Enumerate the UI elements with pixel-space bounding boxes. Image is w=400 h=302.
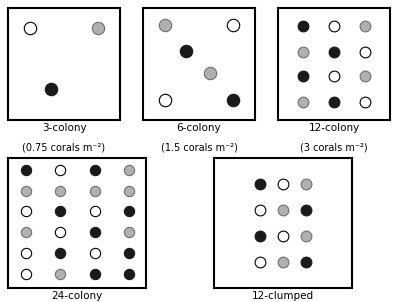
- Text: 24-colony: 24-colony: [51, 291, 103, 301]
- Point: [303, 233, 310, 238]
- Point: [229, 98, 236, 102]
- Point: [280, 260, 286, 265]
- Point: [23, 250, 29, 255]
- Point: [126, 230, 133, 235]
- Point: [280, 207, 286, 212]
- Point: [303, 260, 310, 265]
- Point: [331, 24, 337, 28]
- Point: [92, 271, 98, 276]
- Point: [92, 209, 98, 214]
- Point: [126, 167, 133, 172]
- Point: [362, 49, 368, 54]
- Point: [256, 233, 263, 238]
- Point: [47, 86, 54, 91]
- Point: [23, 209, 29, 214]
- Text: 12-colony: 12-colony: [308, 123, 360, 133]
- Point: [57, 167, 64, 172]
- Point: [23, 167, 29, 172]
- Text: 3-colony: 3-colony: [42, 123, 86, 133]
- Point: [229, 22, 236, 27]
- Point: [303, 182, 310, 186]
- Point: [23, 188, 29, 193]
- Point: [92, 250, 98, 255]
- Point: [280, 233, 286, 238]
- Point: [256, 207, 263, 212]
- Point: [57, 271, 64, 276]
- Text: (1.5 corals m⁻²): (1.5 corals m⁻²): [160, 143, 238, 153]
- Point: [57, 230, 64, 235]
- Point: [92, 167, 98, 172]
- Point: [27, 26, 34, 31]
- Point: [300, 49, 306, 54]
- Point: [331, 74, 337, 79]
- Point: [92, 230, 98, 235]
- Point: [280, 182, 286, 186]
- Point: [126, 271, 133, 276]
- Point: [256, 182, 263, 186]
- Point: [300, 24, 306, 28]
- Point: [207, 71, 214, 76]
- Text: (0.75 corals m⁻²): (0.75 corals m⁻²): [22, 143, 106, 153]
- Point: [92, 188, 98, 193]
- Text: 6-colony: 6-colony: [177, 123, 221, 133]
- Point: [126, 250, 133, 255]
- Point: [57, 188, 64, 193]
- Point: [182, 48, 189, 53]
- Point: [126, 209, 133, 214]
- Point: [331, 100, 337, 104]
- Point: [331, 49, 337, 54]
- Point: [300, 100, 306, 104]
- Point: [57, 250, 64, 255]
- Point: [303, 207, 310, 212]
- Point: [362, 24, 368, 28]
- Point: [256, 260, 263, 265]
- Point: [126, 188, 133, 193]
- Text: 12-clumped: 12-clumped: [252, 291, 314, 301]
- Text: (3 corals m⁻²): (3 corals m⁻²): [300, 143, 368, 153]
- Point: [57, 209, 64, 214]
- Point: [162, 22, 169, 27]
- Point: [23, 230, 29, 235]
- Point: [362, 100, 368, 104]
- Point: [94, 26, 101, 31]
- Point: [162, 98, 169, 102]
- Point: [300, 74, 306, 79]
- Point: [362, 74, 368, 79]
- Point: [23, 271, 29, 276]
